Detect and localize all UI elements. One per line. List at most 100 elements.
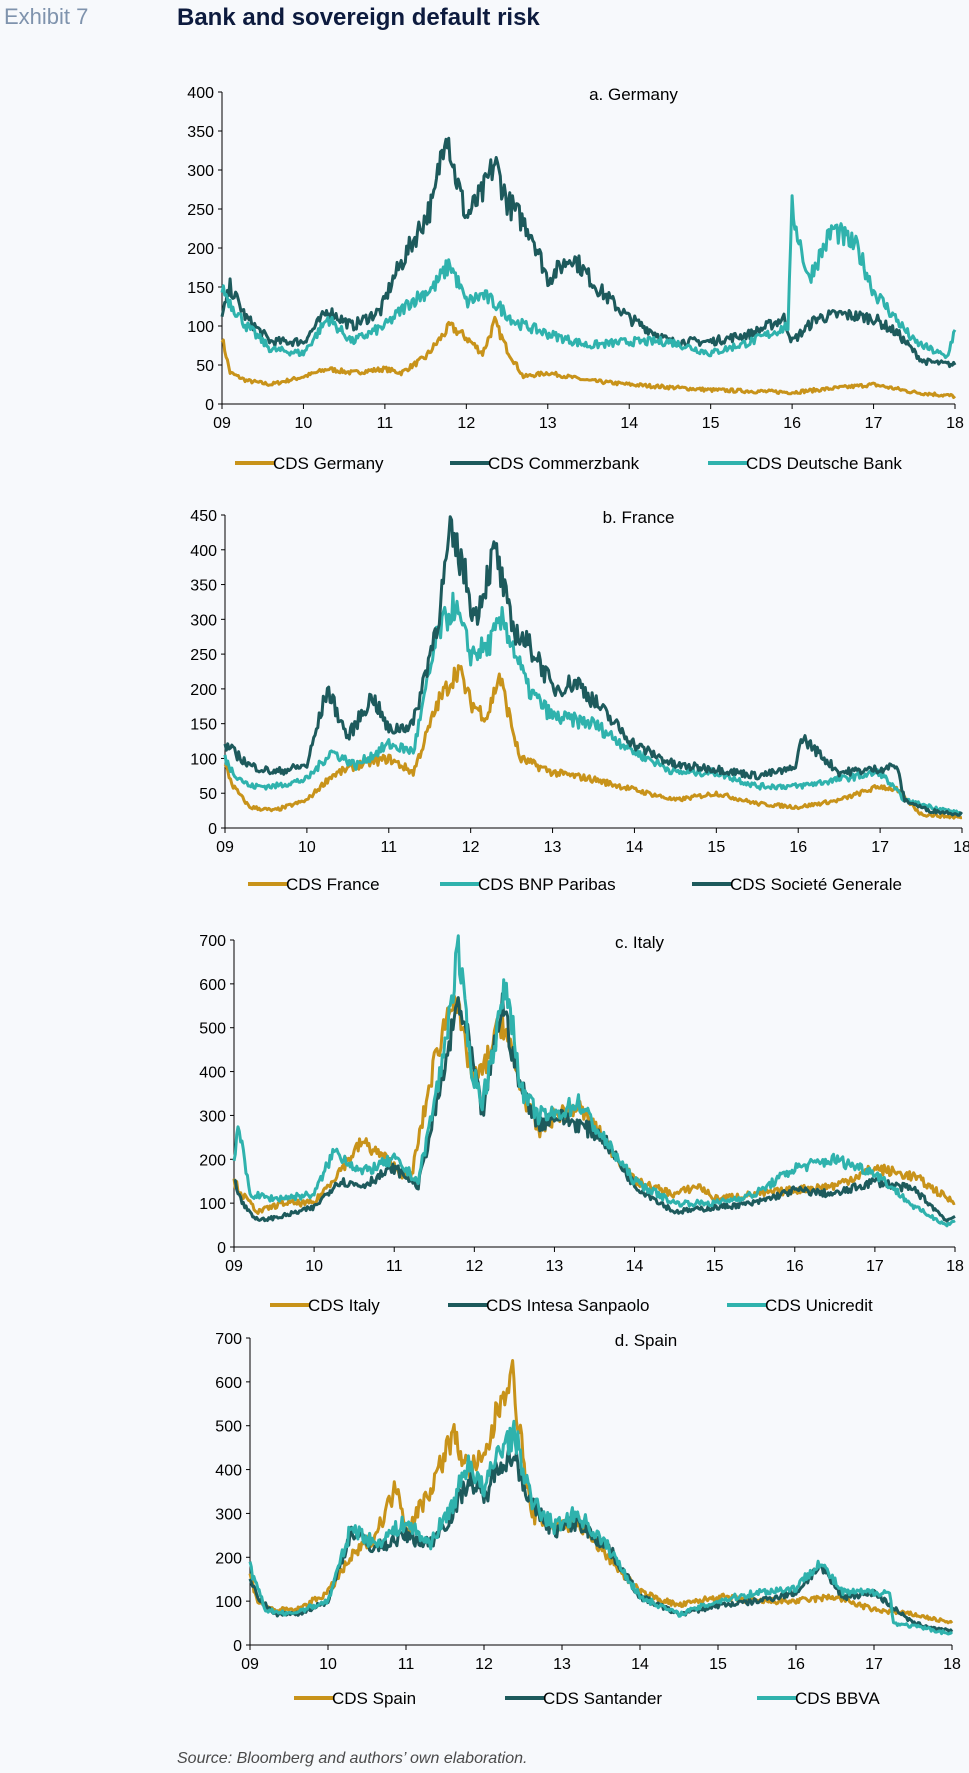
- y-tick-label: 0: [205, 397, 214, 414]
- y-tick-label: 700: [199, 933, 226, 950]
- x-tick-label: 16: [783, 415, 801, 432]
- legend-label: CDS Deutsche Bank: [746, 454, 902, 473]
- x-tick-label: 14: [626, 839, 644, 856]
- x-tick-label: 15: [707, 839, 725, 856]
- x-tick-label: 09: [241, 1656, 259, 1673]
- chart-title: b. France: [603, 508, 675, 527]
- y-tick-label: 350: [190, 578, 217, 595]
- y-tick-label: 200: [190, 682, 217, 699]
- x-tick-label: 14: [631, 1656, 649, 1673]
- x-tick-label: 13: [553, 1656, 571, 1673]
- legend-label: CDS Italy: [308, 1296, 380, 1315]
- y-tick-label: 600: [199, 977, 226, 994]
- series-line-2: [223, 591, 963, 817]
- legend-label: CDS Societé Generale: [730, 875, 902, 894]
- y-tick-label: 500: [199, 1021, 226, 1038]
- y-tick-label: 100: [199, 1196, 226, 1213]
- y-tick-label: 150: [190, 717, 217, 734]
- x-tick-label: 10: [319, 1656, 337, 1673]
- x-tick-label: 18: [946, 1258, 964, 1275]
- x-tick-label: 13: [539, 415, 557, 432]
- series-line-2: [233, 992, 956, 1223]
- y-tick-label: 0: [233, 1638, 242, 1655]
- exhibit-label: Exhibit 7: [4, 4, 89, 29]
- y-tick-label: 50: [196, 358, 214, 375]
- legend-label: CDS Germany: [273, 454, 384, 473]
- x-tick-label: 10: [298, 839, 316, 856]
- series-line-1: [220, 315, 957, 399]
- y-tick-label: 250: [190, 647, 217, 664]
- x-tick-label: 17: [865, 415, 883, 432]
- source-note: Source: Bloomberg and authors’ own elabo…: [177, 1750, 528, 1767]
- x-tick-label: 12: [465, 1258, 483, 1275]
- y-tick-label: 300: [215, 1506, 242, 1523]
- x-tick-label: 14: [620, 415, 638, 432]
- x-tick-label: 11: [386, 1258, 403, 1275]
- y-tick-label: 50: [199, 786, 217, 803]
- chart-1: 0 50 100 150 200 250 300 350 400 09 10 11 12 13 14 15 16…: [187, 85, 964, 473]
- y-tick-label: 400: [199, 1065, 226, 1082]
- series-line-3: [220, 194, 957, 360]
- y-tick-label: 300: [187, 163, 214, 180]
- x-tick-label: 15: [706, 1258, 724, 1275]
- x-tick-label: 09: [225, 1258, 243, 1275]
- legend-label: CDS Spain: [332, 1689, 416, 1708]
- legend-label: CDS Intesa Sanpaolo: [486, 1296, 650, 1315]
- y-tick-label: 300: [199, 1108, 226, 1125]
- y-tick-label: 100: [190, 751, 217, 768]
- y-tick-label: 200: [187, 241, 214, 258]
- x-tick-label: 11: [398, 1656, 415, 1673]
- x-tick-label: 16: [786, 1258, 804, 1275]
- legend-label: CDS Unicredit: [765, 1296, 873, 1315]
- x-tick-label: 17: [866, 1258, 884, 1275]
- y-tick-label: 350: [187, 124, 214, 141]
- legend-label: CDS Santander: [543, 1689, 662, 1708]
- legend-label: CDS BNP Paribas: [478, 875, 616, 894]
- x-tick-label: 16: [789, 839, 807, 856]
- y-tick-label: 700: [215, 1331, 242, 1348]
- chart-title: d. Spain: [615, 1331, 677, 1350]
- x-tick-label: 13: [544, 839, 562, 856]
- chart-3: 0 100 200 300 400 500 600 700 09 10 11 12 13 14 15 16 17…: [199, 933, 964, 1315]
- y-tick-label: 600: [215, 1375, 242, 1392]
- y-tick-label: 200: [215, 1550, 242, 1567]
- x-tick-label: 15: [709, 1656, 727, 1673]
- x-tick-label: 09: [213, 415, 231, 432]
- y-tick-label: 450: [190, 508, 217, 525]
- x-tick-label: 10: [295, 415, 313, 432]
- y-tick-label: 0: [208, 821, 217, 838]
- page-title: Bank and sovereign default risk: [177, 4, 540, 31]
- legend-label: CDS BBVA: [795, 1689, 880, 1708]
- x-tick-label: 09: [216, 839, 234, 856]
- x-tick-label: 11: [377, 415, 394, 432]
- chart-title: a. Germany: [589, 85, 678, 104]
- y-tick-label: 400: [190, 543, 217, 560]
- y-tick-label: 100: [187, 319, 214, 336]
- y-tick-label: 250: [187, 202, 214, 219]
- x-tick-label: 14: [626, 1258, 644, 1275]
- series-line-3: [232, 934, 956, 1228]
- x-tick-label: 12: [457, 415, 475, 432]
- series-line-3: [223, 515, 963, 817]
- chart-4: 0 100 200 300 400 500 600 700 09 10 11 12 13 14 15 16 17…: [215, 1331, 961, 1708]
- x-tick-label: 17: [871, 839, 889, 856]
- x-tick-label: 16: [787, 1656, 805, 1673]
- y-tick-label: 400: [215, 1463, 242, 1480]
- x-tick-label: 10: [305, 1258, 323, 1275]
- series-line-1: [223, 664, 963, 820]
- legend-label: CDS Commerzbank: [488, 454, 640, 473]
- x-tick-label: 12: [475, 1656, 493, 1673]
- y-tick-label: 200: [199, 1152, 226, 1169]
- x-tick-label: 11: [380, 839, 397, 856]
- chart-2: 0 50 100 150 200 250 300 350 400 450 09 10 11 12 13 14 1…: [190, 508, 969, 894]
- x-tick-label: 18: [943, 1656, 961, 1673]
- series-line-2: [220, 136, 957, 369]
- x-tick-label: 18: [946, 415, 964, 432]
- y-tick-label: 0: [217, 1240, 226, 1257]
- chart-title: c. Italy: [615, 933, 665, 952]
- x-tick-label: 12: [462, 839, 480, 856]
- series-line-1: [248, 1359, 954, 1625]
- y-tick-label: 100: [215, 1594, 242, 1611]
- y-tick-label: 300: [190, 612, 217, 629]
